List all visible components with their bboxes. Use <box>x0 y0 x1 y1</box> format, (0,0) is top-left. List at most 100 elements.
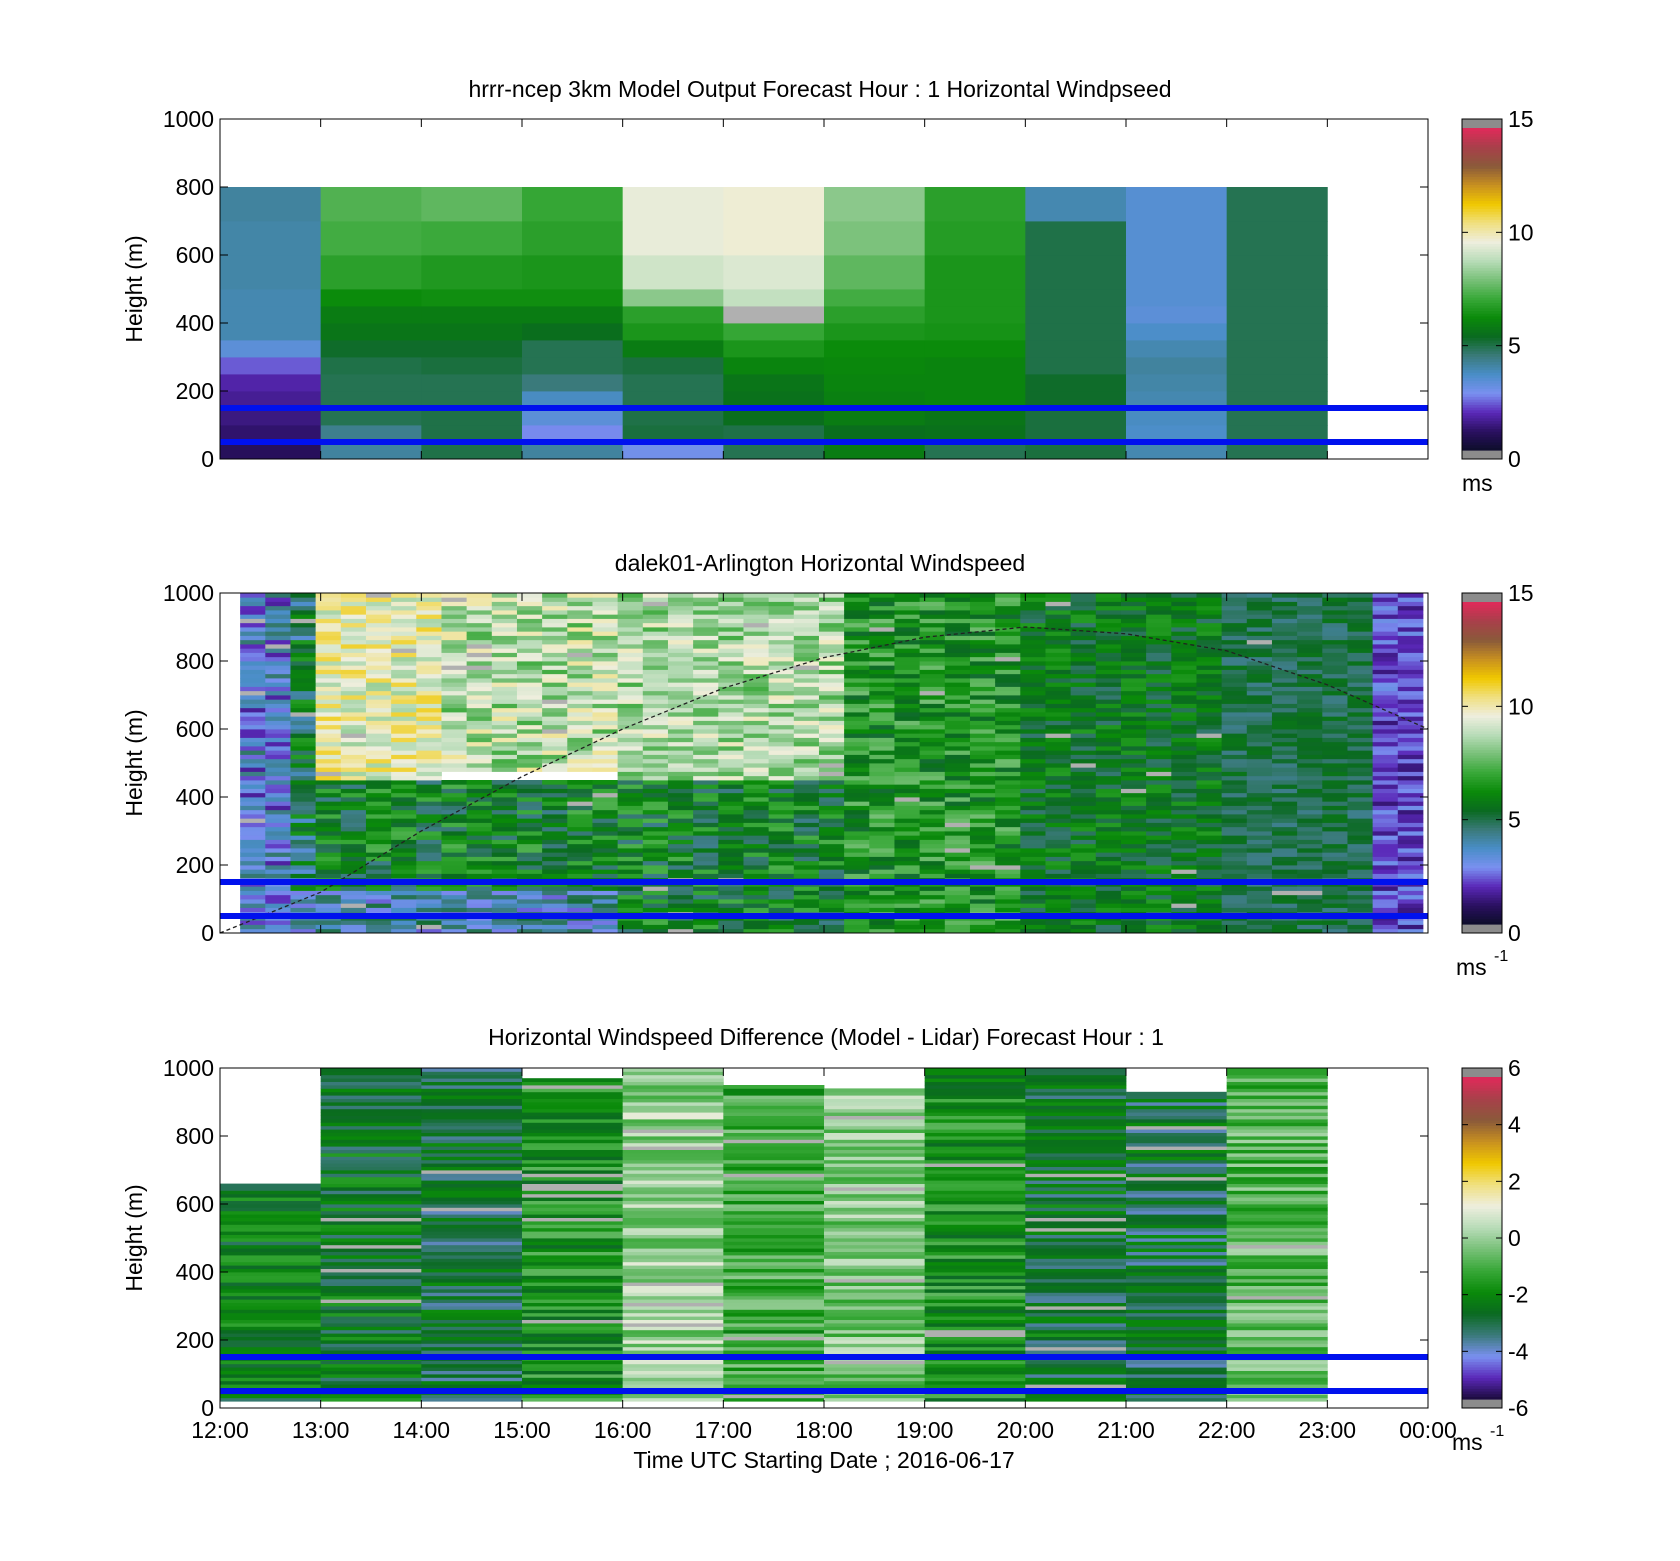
heatmap-cell <box>718 652 744 658</box>
heatmap-cell <box>220 1350 322 1354</box>
heatmap-cell <box>642 597 669 602</box>
heatmap-cell <box>1196 822 1223 828</box>
heatmap-cell <box>1221 788 1248 794</box>
heatmap-cell <box>320 1278 422 1283</box>
heatmap-cell <box>1322 601 1348 607</box>
heatmap-cell <box>622 1336 724 1341</box>
heatmap-cell <box>1120 707 1147 713</box>
heatmap-cell <box>340 758 367 764</box>
heatmap-cell <box>1322 618 1348 624</box>
heatmap-cell <box>592 856 619 862</box>
heatmap-cell <box>1146 873 1172 879</box>
heatmap-cell <box>844 750 870 755</box>
heatmap-cell <box>995 737 1021 743</box>
heatmap-cell <box>1322 767 1348 772</box>
heatmap-cell <box>391 652 417 658</box>
colorbar-segment <box>1462 902 1502 906</box>
heatmap-cell <box>642 920 669 925</box>
heatmap-cell <box>340 750 367 755</box>
heatmap-cell <box>240 737 266 743</box>
heatmap-cell <box>924 1275 1026 1280</box>
heatmap-cell <box>617 644 644 649</box>
heatmap-cell <box>416 644 442 649</box>
heatmap-cell <box>365 665 392 670</box>
heatmap-cell <box>220 1360 322 1365</box>
heatmap-cell <box>844 839 870 845</box>
heatmap-cell <box>1045 903 1072 908</box>
heatmap-cell <box>1372 788 1399 794</box>
heatmap-cell <box>924 1272 1026 1276</box>
heatmap-cell <box>1347 788 1374 794</box>
heatmap-cell <box>1322 750 1348 755</box>
heatmap-cell <box>723 1193 825 1198</box>
heatmap-cell <box>1095 707 1122 713</box>
heatmap-cell <box>1120 690 1147 696</box>
heatmap-cell <box>1045 724 1072 730</box>
heatmap-cell <box>743 797 770 802</box>
heatmap-cell <box>416 818 442 823</box>
heatmap-cell <box>667 673 694 679</box>
heatmap-cell <box>1246 924 1273 930</box>
heatmap-cell <box>320 1102 422 1106</box>
heatmap-cell <box>919 792 946 798</box>
heatmap-cell <box>793 903 820 908</box>
heatmap-cell <box>1020 924 1046 930</box>
heatmap-cell <box>567 635 593 641</box>
heatmap-cell <box>315 869 342 874</box>
heatmap-cell <box>391 635 417 641</box>
heatmap-cell <box>1221 690 1248 696</box>
heatmap-cell <box>1271 627 1298 632</box>
heatmap-cell <box>743 656 770 662</box>
heatmap-cell <box>1120 843 1147 849</box>
heatmap-cell <box>818 924 845 930</box>
colorbar-segment <box>1462 310 1502 314</box>
heatmap-cell <box>1146 856 1172 862</box>
heatmap-cell <box>315 805 342 811</box>
heatmap-cell <box>1322 686 1348 692</box>
heatmap-cell <box>667 597 694 602</box>
heatmap-cell <box>944 860 971 866</box>
heatmap-cell <box>441 686 468 692</box>
heatmap-cell <box>642 686 669 692</box>
heatmap-cell <box>315 839 342 845</box>
heatmap-cell <box>995 894 1021 900</box>
heatmap-cell <box>522 1156 624 1161</box>
heatmap-cell <box>522 1136 624 1140</box>
heatmap-cell <box>340 920 367 925</box>
heatmap-cell <box>522 306 624 324</box>
heatmap-cell <box>240 639 266 645</box>
heatmap-cell <box>1347 805 1374 811</box>
heatmap-cell <box>995 648 1021 653</box>
heatmap-cell <box>642 593 669 598</box>
heatmap-cell <box>320 1146 422 1150</box>
heatmap-cell <box>567 831 593 836</box>
heatmap-cell <box>693 750 719 755</box>
heatmap-cell <box>1347 720 1374 726</box>
heatmap-cell <box>265 699 291 704</box>
heatmap-cell <box>516 848 543 853</box>
heatmap-cell <box>818 903 845 908</box>
colorbar-segment <box>1462 235 1502 239</box>
heatmap-cell <box>642 746 669 751</box>
heatmap-cell <box>1271 763 1298 768</box>
heatmap-cell <box>315 686 342 692</box>
heatmap-cell <box>391 703 417 709</box>
heatmap-cell <box>1347 792 1374 798</box>
heatmap-cell <box>491 856 518 862</box>
heatmap-cell <box>441 741 468 747</box>
heatmap-cell <box>1045 809 1072 815</box>
heatmap-cell <box>220 1234 322 1239</box>
heatmap-cell <box>1045 848 1072 853</box>
heatmap-cell <box>818 814 845 819</box>
colorbar-segment <box>1462 854 1502 858</box>
heatmap-cell <box>1095 682 1122 687</box>
heatmap-cell <box>1297 699 1323 704</box>
heatmap-cell <box>793 860 820 866</box>
heatmap-cell <box>522 1105 624 1110</box>
heatmap-cell <box>1070 741 1097 747</box>
heatmap-cell <box>220 1207 322 1212</box>
heatmap-cell <box>1171 695 1197 700</box>
heatmap-cell <box>723 1142 825 1147</box>
heatmap-cell <box>1146 754 1172 760</box>
heatmap-cell <box>365 669 392 675</box>
